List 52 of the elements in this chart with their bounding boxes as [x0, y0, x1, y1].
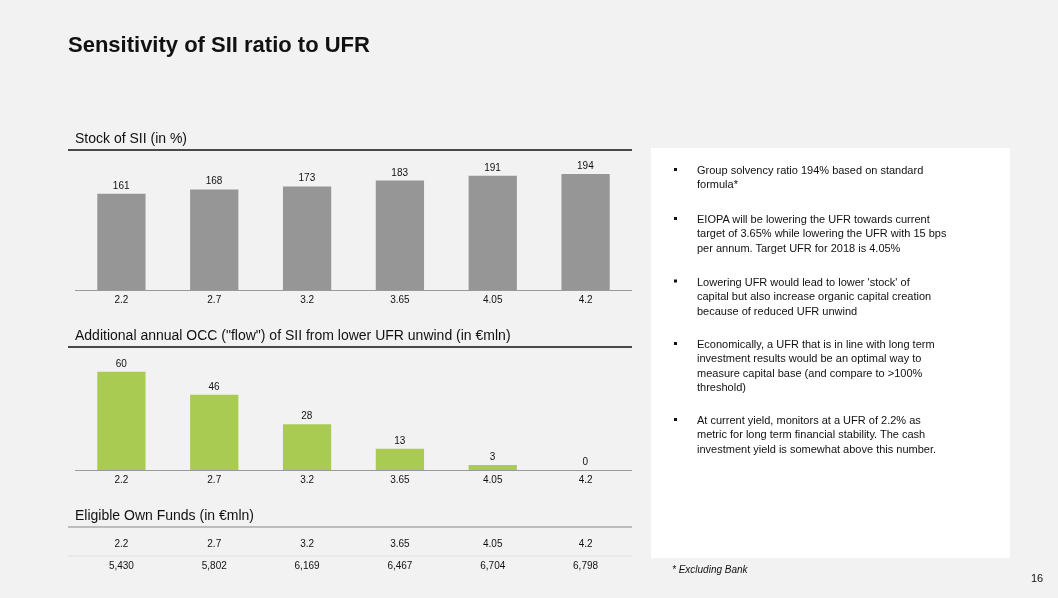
data-label: 6,704 [480, 560, 506, 572]
data-label: 6,798 [573, 560, 599, 572]
text: EIOPA will be lowering the UFR towards current target of 3.65% while lowering the UFR with 15 bps per annum. Target UFR for 2018 is 4.05% [697, 213, 947, 254]
x-tick-label: 4.2 [578, 474, 593, 485]
data-label: 60 [115, 357, 128, 369]
text: Sensitivity of SII ratio to UFR [68, 32, 371, 57]
data-label: 13 [394, 434, 406, 446]
bar [468, 465, 517, 470]
text: Economically, a UFR that is in line with long term investment results would be an optimal way to measure capital base (and compare to >100% threshold) [697, 338, 935, 393]
text: At current yield, monitors at a UFR of 2.2% as metric for long term financial stability. The cash investment yield is somewhat above this number. [697, 414, 937, 455]
data-label: 0 [582, 456, 589, 467]
x-tick-label: 3.2 [300, 294, 315, 305]
x-tick-label: 2.7 [207, 294, 222, 305]
data-label: 168 [205, 175, 223, 187]
x-tick-label: 4.05 [483, 294, 503, 305]
data-label: 6,169 [294, 560, 321, 572]
data-label: 173 [298, 172, 316, 184]
text: * Excluding Bank [672, 564, 749, 575]
text: 16 [1031, 572, 1044, 584]
x-tick-label: 2.2 [114, 474, 129, 485]
data-label: 183 [391, 166, 409, 178]
x-tick-label: 3.65 [390, 474, 411, 485]
text: Eligible Own Funds (in €mln) [75, 507, 254, 523]
data-label: 5,802 [201, 560, 228, 572]
category-label: 3.2 [300, 537, 315, 549]
x-tick-label: 2.7 [207, 474, 222, 485]
bar [282, 424, 332, 470]
x-tick-label: 4.05 [483, 474, 503, 485]
x-tick-label: 3.65 [390, 294, 411, 305]
data-label: 161 [112, 179, 130, 191]
data-label: 28 [301, 410, 313, 422]
data-label: 46 [208, 380, 221, 392]
x-tick-label: 4.2 [578, 294, 593, 305]
x-tick-label: 3.2 [300, 474, 315, 485]
bar [97, 371, 146, 470]
data-label: 6,467 [387, 560, 413, 572]
category-label: 4.05 [483, 537, 503, 549]
chart-title: Stock of SII (in %) [75, 130, 188, 146]
chart-title: Additional annual OCC ("flow") of SII from lower UFR unwind (in €mln) [75, 327, 511, 343]
data-label: 5,430 [108, 560, 135, 572]
category-label: 3.65 [390, 537, 411, 549]
bar [190, 394, 239, 470]
category-label: 4.2 [578, 537, 593, 549]
data-label: 3 [489, 451, 496, 463]
category-label: 2.7 [207, 537, 222, 549]
text: Group solvency ratio 194% based on standard formula* [697, 164, 924, 191]
bar [375, 448, 425, 470]
data-label: 194 [577, 159, 595, 171]
category-label: 2.2 [114, 537, 129, 549]
data-label: 191 [484, 161, 502, 173]
x-tick-label: 2.2 [114, 294, 129, 305]
text: Lowering UFR would lead to lower 'stock' of capital but also increase organic capital creation because of reduced UFR unwind [697, 276, 932, 317]
